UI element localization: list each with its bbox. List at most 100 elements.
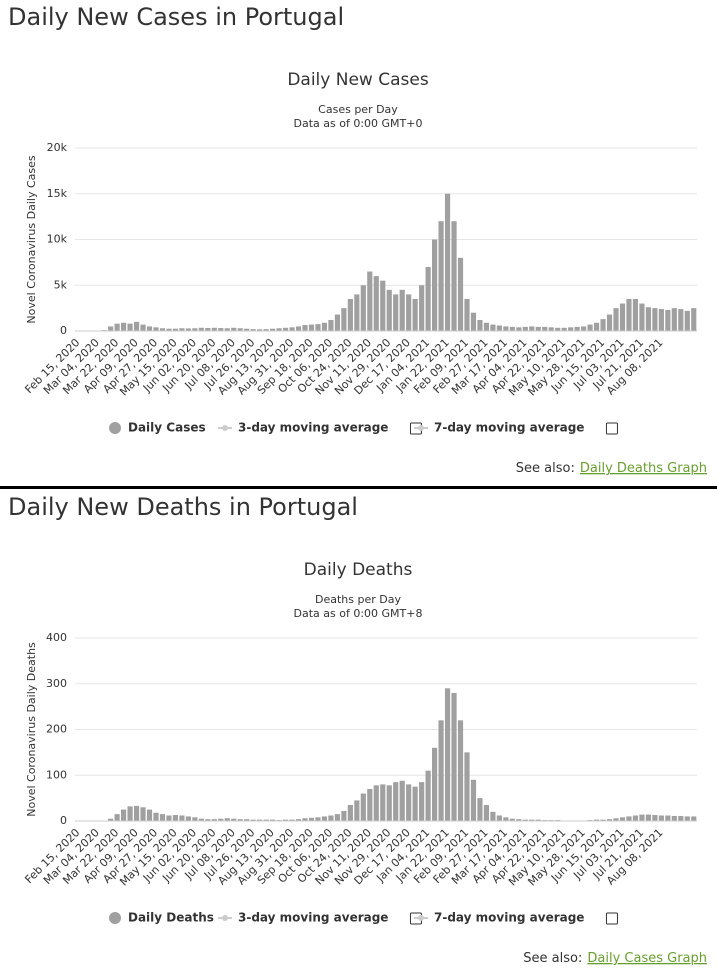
bar <box>159 814 166 821</box>
see-also-link[interactable]: Daily Deaths Graph <box>580 461 707 476</box>
see-also-link[interactable]: Daily Cases Graph <box>587 951 707 966</box>
bar <box>665 815 671 821</box>
see-also: See also: Daily Cases Graph <box>523 951 707 966</box>
bar <box>231 818 237 821</box>
bar <box>593 819 600 821</box>
y-tick-label: 200 <box>46 723 67 736</box>
bar <box>198 327 204 331</box>
bar <box>321 816 328 821</box>
bar <box>341 810 347 821</box>
bar <box>263 329 269 331</box>
bar <box>652 308 658 331</box>
bar <box>276 328 282 331</box>
bar <box>399 289 405 331</box>
bar <box>684 310 690 331</box>
y-tick-label: 400 <box>46 631 67 644</box>
separator <box>0 486 717 489</box>
bar <box>639 814 645 821</box>
bar <box>419 782 425 821</box>
bar <box>451 692 457 821</box>
bar <box>321 322 328 331</box>
legend-label[interactable]: 7-day moving average <box>434 911 584 925</box>
bar <box>224 328 230 331</box>
bar <box>529 819 535 821</box>
bar <box>211 819 217 821</box>
bar <box>218 328 224 331</box>
chart-title: Daily Deaths <box>304 560 413 580</box>
bar <box>373 785 379 821</box>
bar <box>270 819 276 821</box>
bar <box>658 309 664 331</box>
bar <box>308 324 315 331</box>
bar <box>691 816 697 821</box>
bar <box>237 819 243 821</box>
bar <box>444 193 451 331</box>
bar <box>114 323 120 331</box>
bar <box>684 816 690 821</box>
checkbox[interactable] <box>605 912 618 925</box>
bar <box>328 815 334 821</box>
bar <box>574 326 580 331</box>
bar <box>548 327 554 331</box>
bar <box>658 815 664 821</box>
y-axis-label: Novel Coronavirus Daily Cases <box>25 155 38 323</box>
bar <box>509 818 515 821</box>
bar <box>386 289 392 331</box>
y-axis-label: Novel Coronavirus Daily Deaths <box>25 642 38 817</box>
bar <box>432 747 438 821</box>
y-tick-label: 20k <box>47 141 68 154</box>
section-heading: Daily New Cases in Portugal <box>8 3 344 31</box>
bar <box>419 285 425 331</box>
bar <box>496 325 502 331</box>
y-tick-label: 15k <box>47 187 68 200</box>
legend-marker <box>418 915 424 921</box>
bar <box>218 818 224 821</box>
bar <box>412 786 418 821</box>
bar <box>244 819 250 821</box>
bar <box>192 328 198 331</box>
bar <box>490 324 496 331</box>
bar <box>367 788 373 821</box>
bar <box>341 308 347 331</box>
legend-label[interactable]: 3-day moving average <box>238 421 388 435</box>
bar <box>185 328 191 331</box>
bar <box>250 329 256 331</box>
bar <box>600 819 606 821</box>
bar <box>347 298 353 331</box>
bar <box>133 805 140 821</box>
bar <box>289 327 295 331</box>
legend-label[interactable]: 3-day moving average <box>238 911 388 925</box>
bar <box>146 809 153 821</box>
bar <box>360 285 366 331</box>
chart-subtitle: Data as of 0:00 GMT+0 <box>294 117 423 130</box>
bar <box>302 325 308 331</box>
bar <box>133 321 140 331</box>
bar <box>237 328 243 331</box>
bar <box>444 688 451 821</box>
bar <box>308 817 315 821</box>
bar <box>166 328 172 331</box>
bar <box>665 309 671 331</box>
legend-label[interactable]: 7-day moving average <box>434 421 584 435</box>
bar <box>535 326 541 331</box>
bar <box>295 819 302 821</box>
legend-label[interactable]: Daily Cases <box>128 421 206 435</box>
bar <box>354 294 360 331</box>
bar <box>185 816 191 821</box>
legend-marker <box>418 425 424 431</box>
bar <box>613 308 619 331</box>
bar <box>393 294 399 331</box>
bar <box>380 784 386 821</box>
bar <box>483 322 490 331</box>
legend-label[interactable]: Daily Deaths <box>128 911 214 925</box>
legend-marker <box>222 915 228 921</box>
bar <box>626 298 632 331</box>
bar <box>477 320 483 331</box>
bar <box>153 327 159 331</box>
checkbox[interactable] <box>605 422 618 435</box>
y-tick-label: 10k <box>47 233 68 246</box>
bar <box>334 314 340 331</box>
bar <box>159 328 166 331</box>
y-tick-label: 0 <box>60 814 67 827</box>
bar <box>438 221 444 331</box>
